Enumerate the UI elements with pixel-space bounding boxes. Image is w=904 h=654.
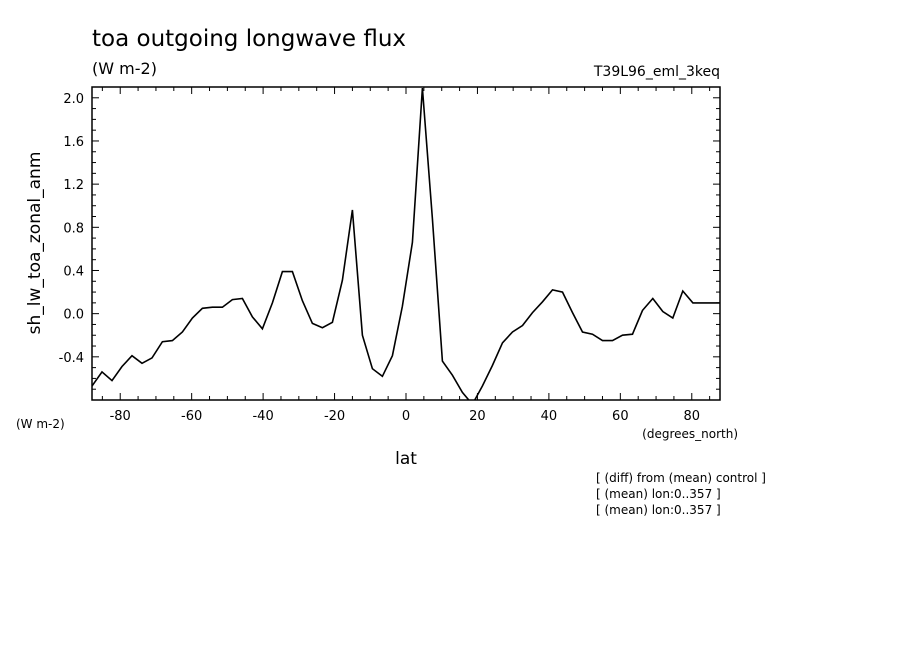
y-tick-label: 1.6 — [63, 135, 84, 150]
x-tick-label: 0 — [402, 409, 410, 424]
y-tick-label: 2.0 — [63, 92, 84, 107]
x-axis-label: lat — [395, 449, 417, 469]
x-tick-label: 80 — [684, 409, 701, 424]
x-tick-label: 40 — [541, 409, 558, 424]
x-tick-labels: -80 -60 -40 -20 0 20 40 60 80 — [110, 409, 700, 424]
run-id-label: T39L96_eml_3keq — [593, 64, 720, 80]
note-diff: [ (diff) from (mean) control ] — [596, 471, 766, 485]
x-tick-label: -60 — [181, 409, 202, 424]
y-tick-label: 0.8 — [63, 221, 84, 236]
y-tick-labels: -0.4 0.0 0.4 0.8 1.2 1.6 2.0 — [59, 92, 84, 366]
axis-ticks — [92, 86, 720, 400]
y-units-label: (W m-2) — [16, 417, 65, 431]
x-units-label: (degrees_north) — [642, 427, 738, 441]
x-tick-label: -40 — [252, 409, 273, 424]
chart-units: (W m-2) — [92, 59, 157, 78]
y-tick-label: 0.0 — [63, 308, 84, 323]
chart-title: toa outgoing longwave flux — [92, 26, 406, 52]
y-tick-label: 1.2 — [63, 178, 84, 193]
plot-area — [91, 86, 721, 401]
plot-frame — [91, 86, 721, 401]
x-tick-label: 20 — [469, 409, 486, 424]
x-tick-label: -80 — [110, 409, 131, 424]
x-tick-label: -20 — [324, 409, 345, 424]
y-tick-label: 0.4 — [63, 264, 84, 279]
note-mean-lon-1: [ (mean) lon:0..357 ] — [596, 487, 721, 501]
y-tick-label: -0.4 — [59, 351, 84, 366]
y-axis-label: sh_lw_toa_zonal_anm — [25, 152, 45, 335]
note-mean-lon-2: [ (mean) lon:0..357 ] — [596, 503, 721, 517]
x-tick-label: 60 — [612, 409, 629, 424]
series-line-sh-lw-toa — [92, 88, 720, 400]
